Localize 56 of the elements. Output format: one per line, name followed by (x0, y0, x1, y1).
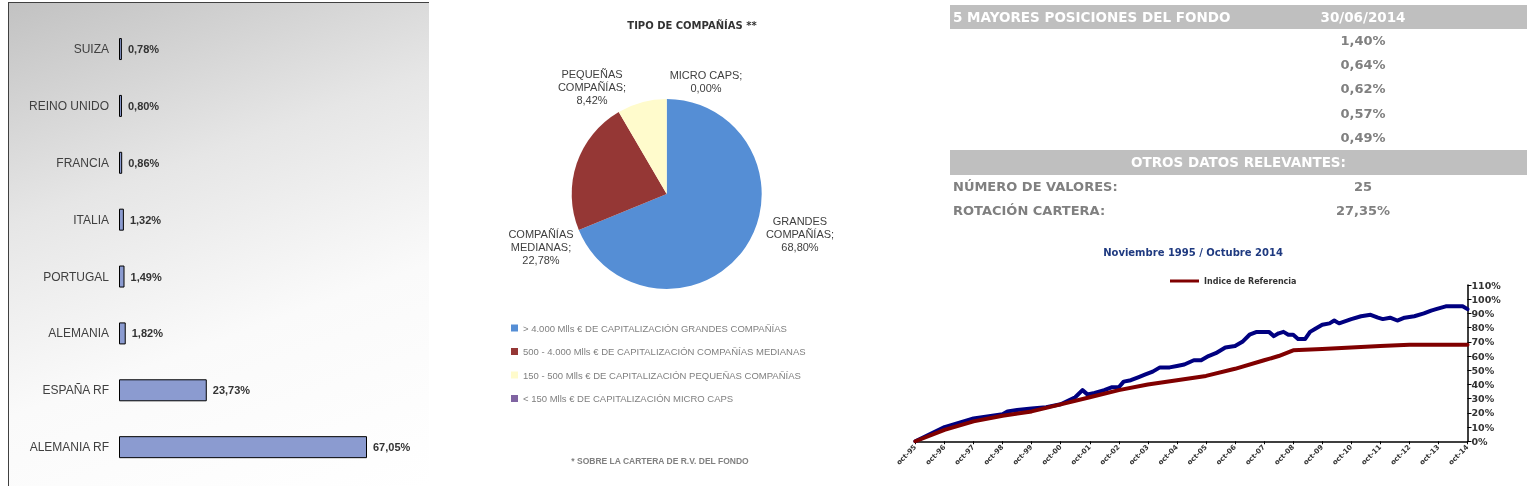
y-tick-label: ALEMANIA (48, 326, 109, 341)
y-tick-label: SUIZA (73, 42, 109, 57)
y-tick-label: PORTUGAL (43, 269, 110, 284)
data-label: GRANDES COMPAÑÍAS; 68,80% (765, 215, 835, 253)
y-tick-label: 90% (1471, 307, 1495, 319)
bar (119, 436, 367, 459)
chart-title: TIPO DE COMPAÑÍAS ** (627, 18, 758, 31)
y-tick-label: 70% (1471, 336, 1495, 348)
bar (119, 151, 123, 174)
bar (119, 208, 124, 231)
bar (119, 322, 126, 345)
data-label: 0,86% (128, 156, 160, 169)
data-label: 67,05% (373, 441, 411, 454)
text: NÚMERO DE VALORES: 25 (953, 179, 1373, 194)
y-tick-label: 30% (1471, 393, 1495, 405)
y-tick-label: 100% (1471, 293, 1502, 305)
data-label: 0,80% (127, 99, 160, 112)
chart-title: Noviembre 1995 / Octubre 2014 (1103, 246, 1283, 258)
bar (119, 379, 207, 402)
data-label: 1,49% (130, 270, 162, 283)
y-tick-label: FRANCIA (56, 155, 109, 170)
legend-label: > 4.000 Mlls € DE CAPITALIZACIÓN GRANDES COMPAÑÍAS (523, 322, 787, 334)
y-tick-label: ESPAÑA RF (42, 383, 109, 398)
data-label: 0,78% (127, 43, 160, 56)
y-tick-label: 110% (1471, 279, 1502, 291)
text: 5 MAYORES POSICIONES DEL FONDO (952, 8, 1232, 25)
y-tick-label: ALEMANIA RF (29, 440, 109, 455)
text: OTROS DATOS RELEVANTES: (1130, 154, 1347, 171)
text: ROTACIÓN CARTERA: 27,35% (953, 203, 1391, 218)
y-tick-label: 40% (1471, 378, 1495, 390)
y-tick-label: ITALIA (73, 212, 109, 227)
y-tick-label: 20% (1471, 407, 1495, 419)
text: 0,64% (1340, 57, 1386, 73)
y-tick-label: REINO UNIDO (28, 98, 109, 113)
data-label: 1,32% (129, 213, 162, 226)
data-label: 23,73% (212, 384, 251, 397)
bar (119, 265, 125, 288)
text: * SOBRE LA CARTERA DE R.V. DEL FONDO (571, 456, 750, 466)
text: 0,57% (1340, 105, 1386, 121)
legend-label: 150 - 500 Mlls € DE CAPITALIZACIÓN PEQUEÑAS COMPAÑÍAS (523, 369, 801, 381)
data-label: COMPAÑÍAS MEDIANAS; 22,78% (508, 228, 574, 266)
y-tick-label: 10% (1471, 421, 1495, 433)
y-tick-label: 60% (1471, 350, 1495, 362)
data-label: 1,82% (131, 327, 164, 340)
legend-label: 500 - 4.000 Mlls € DE CAPITALIZACIÓN COMPAÑÍAS MEDIANAS (523, 346, 806, 357)
text: 0,62% (1340, 81, 1386, 97)
y-tick-label: 50% (1471, 364, 1495, 376)
y-tick-label: 0% (1471, 435, 1489, 447)
legend-label: Indice de Referencia (1204, 276, 1297, 286)
text: 0,49% (1340, 129, 1386, 145)
text: 30/06/2014 (1319, 8, 1407, 25)
data-label: PEQUEÑAS COMPAÑÍAS; 8,42% (557, 68, 627, 106)
y-tick-label: 80% (1471, 322, 1495, 334)
legend-label: < 150 Mlls € DE CAPITALIZACIÓN MICRO CAPS (523, 393, 734, 404)
text: 1,40% (1340, 33, 1386, 49)
text: MICRO CAPS; 0,00% (669, 68, 743, 94)
